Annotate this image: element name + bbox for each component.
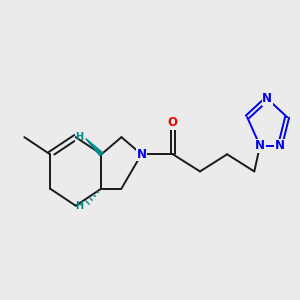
Text: N: N	[136, 148, 146, 161]
Text: N: N	[262, 92, 272, 105]
Text: N: N	[275, 139, 285, 152]
Text: H: H	[75, 132, 83, 142]
Polygon shape	[86, 139, 103, 156]
Text: O: O	[168, 116, 178, 129]
Text: H: H	[75, 201, 83, 211]
Text: N: N	[255, 139, 265, 152]
